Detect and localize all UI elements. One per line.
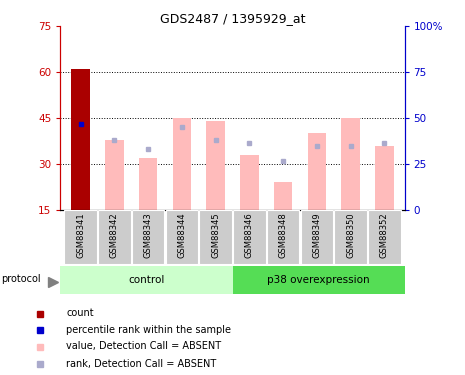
Text: GSM88352: GSM88352 <box>380 213 389 258</box>
Text: control: control <box>128 275 165 285</box>
Bar <box>232 266 405 294</box>
Bar <box>132 210 164 264</box>
Title: GDS2487 / 1395929_at: GDS2487 / 1395929_at <box>160 12 305 25</box>
Text: GSM88344: GSM88344 <box>177 213 186 258</box>
Bar <box>341 118 360 210</box>
Bar <box>240 155 259 210</box>
Bar <box>368 210 400 264</box>
Text: percentile rank within the sample: percentile rank within the sample <box>66 325 231 335</box>
Bar <box>206 121 225 210</box>
Text: GSM88345: GSM88345 <box>211 213 220 258</box>
Text: GSM88350: GSM88350 <box>346 213 355 258</box>
Bar <box>307 134 326 210</box>
Text: value, Detection Call = ABSENT: value, Detection Call = ABSENT <box>66 342 221 351</box>
Text: GSM88348: GSM88348 <box>279 213 288 258</box>
Bar <box>72 69 90 210</box>
Text: GSM88346: GSM88346 <box>245 213 254 258</box>
Bar <box>173 118 191 210</box>
Bar <box>375 146 393 210</box>
Bar <box>301 210 333 264</box>
Bar <box>267 210 299 264</box>
Text: GSM88343: GSM88343 <box>144 213 153 258</box>
Bar <box>166 210 198 264</box>
Text: protocol: protocol <box>1 274 41 284</box>
Text: count: count <box>66 309 93 318</box>
Bar <box>233 210 266 264</box>
Bar <box>65 210 97 264</box>
Bar <box>105 140 124 210</box>
Bar <box>139 158 158 210</box>
Text: p38 overexpression: p38 overexpression <box>267 275 370 285</box>
Bar <box>199 210 232 264</box>
Text: GSM88342: GSM88342 <box>110 213 119 258</box>
Bar <box>274 183 292 210</box>
Bar <box>98 210 131 264</box>
Text: GSM88349: GSM88349 <box>312 213 321 258</box>
Text: GSM88341: GSM88341 <box>76 213 85 258</box>
Bar <box>334 210 367 264</box>
Bar <box>60 266 232 294</box>
Text: rank, Detection Call = ABSENT: rank, Detection Call = ABSENT <box>66 359 216 369</box>
